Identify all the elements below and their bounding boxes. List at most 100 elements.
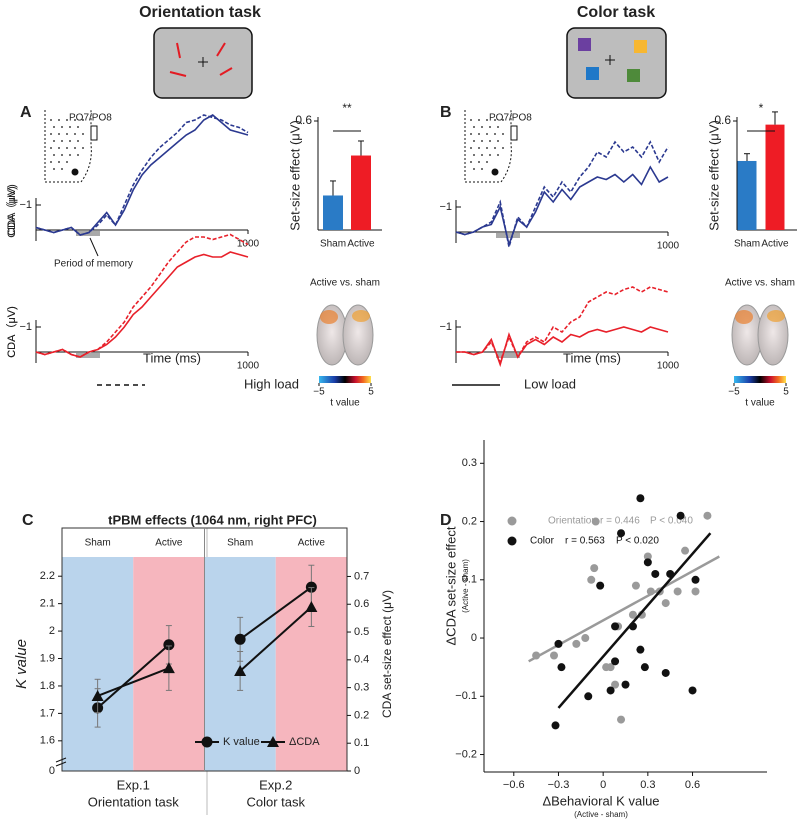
electrode-dot: [481, 126, 483, 128]
head-outline: [44, 110, 92, 183]
electrode-dot: [478, 133, 480, 135]
electrode-dot: [82, 133, 84, 135]
electrode-dot: [494, 119, 496, 121]
electrode-dot: [66, 119, 68, 121]
significance: **: [342, 101, 352, 115]
bar: [351, 155, 371, 230]
electrode-dot: [66, 133, 68, 135]
x-axis-label: Time (ms): [143, 350, 201, 365]
electrode-dot: [77, 126, 79, 128]
panel-letter: A: [20, 104, 32, 121]
y-axis-label: K value: [13, 639, 30, 689]
y-tick-label: −1: [439, 201, 452, 213]
y-axis-label: CDA（μV): [5, 186, 18, 238]
x-tick-label: Sham: [734, 239, 760, 250]
electrode-dot: [481, 140, 483, 142]
electrode-dot: [473, 168, 475, 170]
x-tick-label: Active: [761, 239, 789, 250]
electrode-dot: [53, 140, 55, 142]
y2-axis-label: CDA set-size effect (μV): [380, 590, 394, 718]
electrode-dot: [77, 140, 79, 142]
x-tick-label: 0: [600, 779, 606, 791]
activation: [735, 310, 753, 324]
head-outline: [464, 110, 512, 183]
category-label: Sham: [85, 538, 111, 549]
electrode-dot: [74, 133, 76, 135]
orientation-stimulus: [153, 27, 253, 99]
legend-marker: [507, 536, 517, 546]
legend-label: ΔCDA: [289, 736, 320, 748]
y-tick-label: −1: [19, 199, 32, 211]
electrode-dot: [502, 147, 504, 149]
series-line: [96, 644, 170, 709]
x-axis-label: ΔBehavioral K value: [542, 793, 659, 808]
electrode-dot: [478, 161, 480, 163]
electrode-dot: [470, 161, 472, 163]
y-axis-label: Set-size effect (μV): [706, 120, 721, 231]
annotation-arrow: [89, 237, 99, 257]
x-axis-label: Time (ms): [563, 350, 621, 365]
electrode-dot: [470, 133, 472, 135]
brain-map: [316, 304, 374, 366]
colorbar-tick-label: −5: [728, 387, 740, 398]
electrode-dot: [478, 147, 480, 149]
y-tick-label: 1.6: [40, 735, 55, 747]
electrode-dot: [58, 119, 60, 121]
y-axis-label: CDA（μV): [5, 184, 18, 236]
electrode-dot: [486, 119, 488, 121]
data-point: [606, 663, 615, 672]
x-tick-label: 1000: [237, 361, 260, 372]
electrode-dot: [497, 154, 499, 156]
data-point: [661, 599, 670, 608]
marker: [201, 736, 213, 748]
legend-label: High load: [244, 376, 299, 391]
data-point: [691, 587, 700, 596]
y-axis-label: Set-size effect (μV): [287, 120, 302, 231]
y-tick-label: 0.3: [462, 457, 477, 469]
task-title: Orientation task: [139, 4, 261, 21]
data-point: [661, 668, 670, 677]
legend-stat: P < 0.040: [650, 516, 693, 527]
electrode-site: [71, 168, 79, 176]
data-point: [676, 511, 685, 520]
data-point: [591, 517, 600, 526]
electrode-dot: [58, 133, 60, 135]
electrode-dot: [473, 126, 475, 128]
y2-tick-label: 0.3: [354, 682, 369, 694]
cda-trace: [455, 165, 669, 248]
legend-label: Orientation: [548, 516, 597, 527]
electrode-site: [491, 168, 499, 176]
y-tick-label: 0: [471, 632, 477, 644]
electrode-dot: [77, 154, 79, 156]
head-ear: [510, 125, 518, 141]
data-point: [640, 663, 649, 672]
data-point: [643, 552, 652, 561]
cda-trace: [455, 140, 669, 248]
data-point: [628, 610, 637, 619]
data-point: [572, 639, 581, 648]
electrode-dot: [61, 140, 63, 142]
colorbar-label: t value: [745, 398, 775, 409]
memory-period: [76, 353, 100, 358]
x-tick-label: Sham: [320, 239, 346, 250]
legend-stat: P < 0.020: [616, 536, 659, 547]
y-tick-label: 1.7: [40, 707, 55, 719]
y-axis-label: CDA（μV): [5, 306, 18, 358]
legend-stat: r = 0.446: [600, 516, 640, 527]
electrode-dot: [489, 140, 491, 142]
data-point: [557, 663, 566, 672]
electrode-dot: [502, 119, 504, 121]
electrode-dot: [69, 154, 71, 156]
data-point: [651, 569, 660, 578]
electrode-dot: [74, 147, 76, 149]
category-label: Active: [155, 538, 183, 549]
cda-trace: [35, 251, 249, 358]
x-tick-label: −0.3: [548, 779, 570, 791]
data-point: [611, 657, 620, 666]
data-point: [587, 575, 596, 584]
x-tick-label: 1000: [657, 241, 680, 252]
trend-line: [557, 532, 712, 709]
electrode-dot: [473, 140, 475, 142]
y-axis-label: ΔCDA set-size effect: [443, 526, 458, 645]
